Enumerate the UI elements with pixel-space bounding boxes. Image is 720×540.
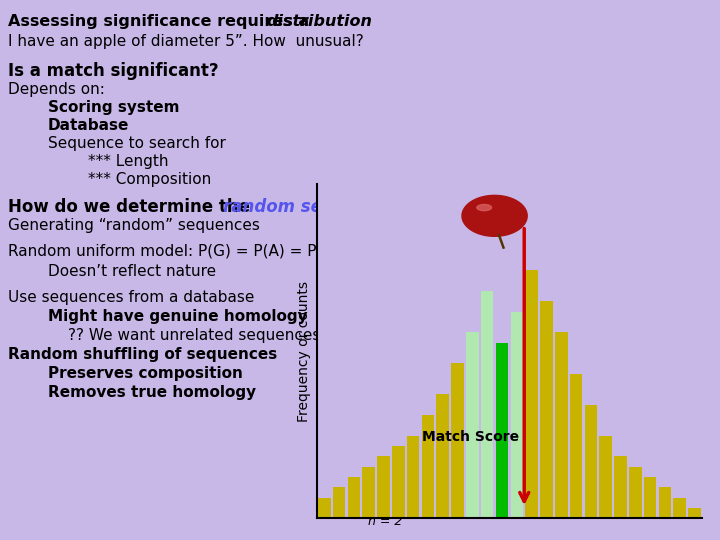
Text: mean: mean bbox=[392, 299, 433, 314]
Text: Random uniform model: P(G) = P(A) = P(C) = P(T) = 0.25: Random uniform model: P(G) = P(A) = P(C)… bbox=[8, 244, 448, 259]
Text: n: n bbox=[599, 337, 608, 352]
FancyArrow shape bbox=[457, 446, 515, 472]
Text: How do we determine the: How do we determine the bbox=[8, 198, 256, 216]
Bar bbox=[510, 312, 523, 518]
Bar bbox=[495, 343, 508, 518]
Bar bbox=[644, 477, 657, 518]
Bar bbox=[555, 333, 567, 518]
Bar bbox=[526, 271, 538, 518]
Text: n: n bbox=[455, 299, 464, 314]
Polygon shape bbox=[462, 195, 527, 237]
Text: Database: Database bbox=[48, 118, 130, 133]
Polygon shape bbox=[477, 205, 492, 211]
Text: Depends on:: Depends on: bbox=[8, 82, 105, 97]
Text: n = 2: n = 2 bbox=[368, 515, 402, 528]
Bar bbox=[451, 363, 464, 518]
Text: Use sequences from a database: Use sequences from a database bbox=[8, 290, 254, 305]
Text: distribution: distribution bbox=[266, 14, 372, 29]
Bar bbox=[407, 436, 419, 518]
Text: Sequence to search for: Sequence to search for bbox=[48, 136, 226, 151]
Text: *** Length: *** Length bbox=[88, 154, 168, 169]
Text: tends towards a Gaussian: tends towards a Gaussian bbox=[400, 318, 590, 333]
Text: distribution.  Example:  Throw: distribution. Example: Throw bbox=[400, 337, 625, 352]
Text: Match Score: Match Score bbox=[422, 430, 519, 444]
Text: Distribution of means:: Distribution of means: bbox=[365, 375, 528, 390]
Text: *** Composition: *** Composition bbox=[88, 172, 211, 187]
Bar bbox=[600, 436, 612, 518]
Text: random (i.i.d.) events: random (i.i.d.) events bbox=[464, 299, 627, 314]
Text: Random shuffling of sequences: Random shuffling of sequences bbox=[8, 347, 277, 362]
Bar bbox=[659, 488, 671, 518]
Text: n = 1000: n = 1000 bbox=[582, 435, 640, 448]
Bar bbox=[688, 508, 701, 518]
Bar bbox=[629, 467, 642, 518]
Text: What distribution do we expect to see?: What distribution do we expect to see? bbox=[365, 280, 652, 295]
Y-axis label: Frequency or counts: Frequency or counts bbox=[297, 280, 311, 422]
Text: I have an apple of diameter 5”. How  unusual?: I have an apple of diameter 5”. How unus… bbox=[8, 34, 364, 49]
Text: ?: ? bbox=[368, 198, 378, 216]
Text: Is a match significant?: Is a match significant? bbox=[8, 62, 219, 80]
Bar bbox=[333, 488, 346, 518]
Bar bbox=[422, 415, 434, 518]
Bar bbox=[481, 291, 493, 518]
Text: Generating “random” sequences: Generating “random” sequences bbox=[8, 218, 260, 233]
Text: The: The bbox=[365, 299, 397, 314]
Bar bbox=[570, 374, 582, 518]
Bar bbox=[540, 301, 553, 518]
Bar bbox=[348, 477, 360, 518]
Text: Assessing significance requires a: Assessing significance requires a bbox=[8, 14, 315, 29]
Bar bbox=[466, 333, 479, 518]
Bar bbox=[362, 467, 375, 518]
Text: Scoring system: Scoring system bbox=[48, 100, 179, 115]
Text: Preserves composition: Preserves composition bbox=[48, 366, 243, 381]
Bar bbox=[377, 456, 390, 518]
Bar bbox=[318, 498, 330, 518]
Text: ?? We want unrelated sequences: ?? We want unrelated sequences bbox=[68, 328, 320, 343]
Text: Removes true homology: Removes true homology bbox=[48, 385, 256, 400]
Bar bbox=[673, 498, 686, 518]
Bar bbox=[585, 405, 597, 518]
Text: dice: dice bbox=[607, 337, 642, 352]
Bar bbox=[392, 446, 405, 518]
Text: of: of bbox=[430, 299, 454, 314]
Text: random sequences: random sequences bbox=[223, 198, 400, 216]
Bar bbox=[436, 394, 449, 518]
Text: and compute the mean.: and compute the mean. bbox=[400, 356, 577, 371]
Bar bbox=[614, 456, 627, 518]
Text: Doesn’t reflect nature: Doesn’t reflect nature bbox=[48, 264, 216, 279]
Text: Might have genuine homology: Might have genuine homology bbox=[48, 309, 307, 324]
